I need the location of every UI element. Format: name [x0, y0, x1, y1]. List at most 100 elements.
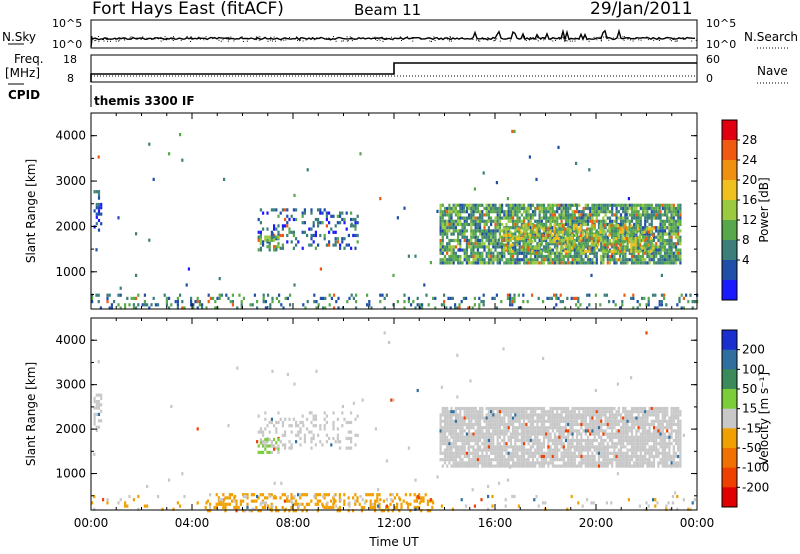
power-cell — [379, 293, 382, 297]
power-cell — [457, 216, 460, 220]
power-cell — [496, 226, 499, 230]
velocity-cell — [613, 406, 616, 411]
velocity-cell — [611, 432, 614, 436]
velocity-cell — [217, 502, 220, 506]
power-cell — [551, 219, 554, 223]
power-cell — [658, 303, 661, 307]
velocity-cell — [281, 493, 284, 497]
velocity-cell — [534, 406, 537, 411]
power-cell — [525, 261, 528, 265]
velocity-cell — [553, 422, 557, 427]
velocity-cell — [569, 461, 572, 465]
velocity-cell — [443, 454, 447, 459]
power-cell — [555, 227, 558, 231]
nsearch-point — [392, 39, 394, 41]
velocity-cell — [330, 443, 333, 447]
velocity-cell — [439, 432, 442, 436]
power-cell — [531, 235, 535, 239]
velocity-cell — [448, 461, 451, 465]
velocity-cell — [569, 458, 572, 462]
nsearch-point — [489, 38, 491, 40]
velocity-cell — [591, 426, 594, 430]
power-cell — [575, 203, 578, 207]
velocity-cell — [485, 416, 488, 420]
velocity-cell — [626, 416, 629, 420]
power-cell — [468, 254, 471, 259]
velocity-cell — [604, 461, 607, 465]
power-cell — [646, 203, 649, 207]
power-cell — [668, 210, 671, 214]
velocity-cell — [663, 432, 667, 436]
velocity-cell — [452, 454, 455, 459]
power-cell — [473, 296, 476, 300]
power-cell — [523, 254, 526, 259]
nsearch-point — [259, 36, 261, 38]
velocity-cell — [670, 429, 673, 433]
power-cell — [578, 222, 581, 227]
velocity-cell — [652, 445, 656, 449]
power-cell — [551, 216, 554, 220]
velocity-cell — [580, 406, 583, 411]
velocity-cell — [457, 445, 460, 449]
power-cell — [343, 217, 346, 222]
power-cell — [553, 293, 556, 297]
velocity-cell — [644, 416, 647, 420]
velocity-cell — [600, 464, 603, 468]
velocity-cell — [604, 458, 607, 462]
velocity-cell — [580, 422, 583, 427]
velocity-cell — [556, 438, 559, 443]
velocity-cell — [655, 438, 658, 443]
power-cell — [439, 232, 442, 236]
power-cell — [560, 210, 563, 214]
power-cell — [644, 222, 647, 227]
power-cell — [670, 216, 673, 220]
power-cell — [623, 237, 626, 241]
power-cell — [619, 213, 623, 217]
velocity-cell — [670, 413, 673, 417]
power-cell — [593, 245, 596, 249]
velocity-cell — [439, 426, 442, 430]
power-cell — [544, 237, 547, 241]
power-cell — [259, 221, 262, 225]
velocity-cell — [531, 429, 535, 433]
power-cell — [582, 206, 585, 211]
power-cell — [220, 293, 223, 297]
power-cell — [314, 217, 317, 222]
nsearch-point — [381, 36, 383, 38]
power-cell — [538, 210, 541, 214]
velocity-cell — [641, 426, 645, 430]
velocity-cell — [635, 442, 638, 446]
power-cell — [385, 293, 388, 297]
velocity-cell — [487, 429, 490, 433]
velocity-cell — [487, 442, 490, 446]
power-cell — [668, 203, 671, 207]
nsearch-point — [623, 36, 625, 38]
power-cell — [448, 248, 451, 252]
velocity-cell — [239, 502, 242, 506]
power-cell — [595, 261, 598, 265]
power-cell — [540, 210, 543, 214]
power-cell — [97, 196, 101, 200]
power-cell — [567, 216, 570, 220]
power-cell — [95, 206, 98, 210]
power-cell — [534, 213, 537, 217]
power-cell — [317, 303, 320, 307]
power-cell — [502, 233, 505, 237]
velocity-cell — [93, 416, 96, 420]
power-cell — [330, 227, 333, 231]
velocity-cell — [655, 451, 658, 455]
velocity-cell — [558, 438, 561, 443]
velocity-cell — [597, 458, 601, 462]
power-cell — [547, 235, 550, 239]
power-cell — [459, 206, 462, 211]
velocity-cell — [443, 442, 447, 446]
velocity-cell — [468, 461, 471, 465]
velocity-cell — [663, 451, 667, 455]
velocity-cell — [270, 502, 273, 506]
velocity-cell — [270, 450, 273, 454]
velocity-cell — [573, 445, 576, 449]
velocity-cell — [534, 429, 537, 433]
power-cell — [517, 306, 520, 310]
velocity-cell — [624, 451, 627, 455]
power-cell — [512, 203, 515, 207]
